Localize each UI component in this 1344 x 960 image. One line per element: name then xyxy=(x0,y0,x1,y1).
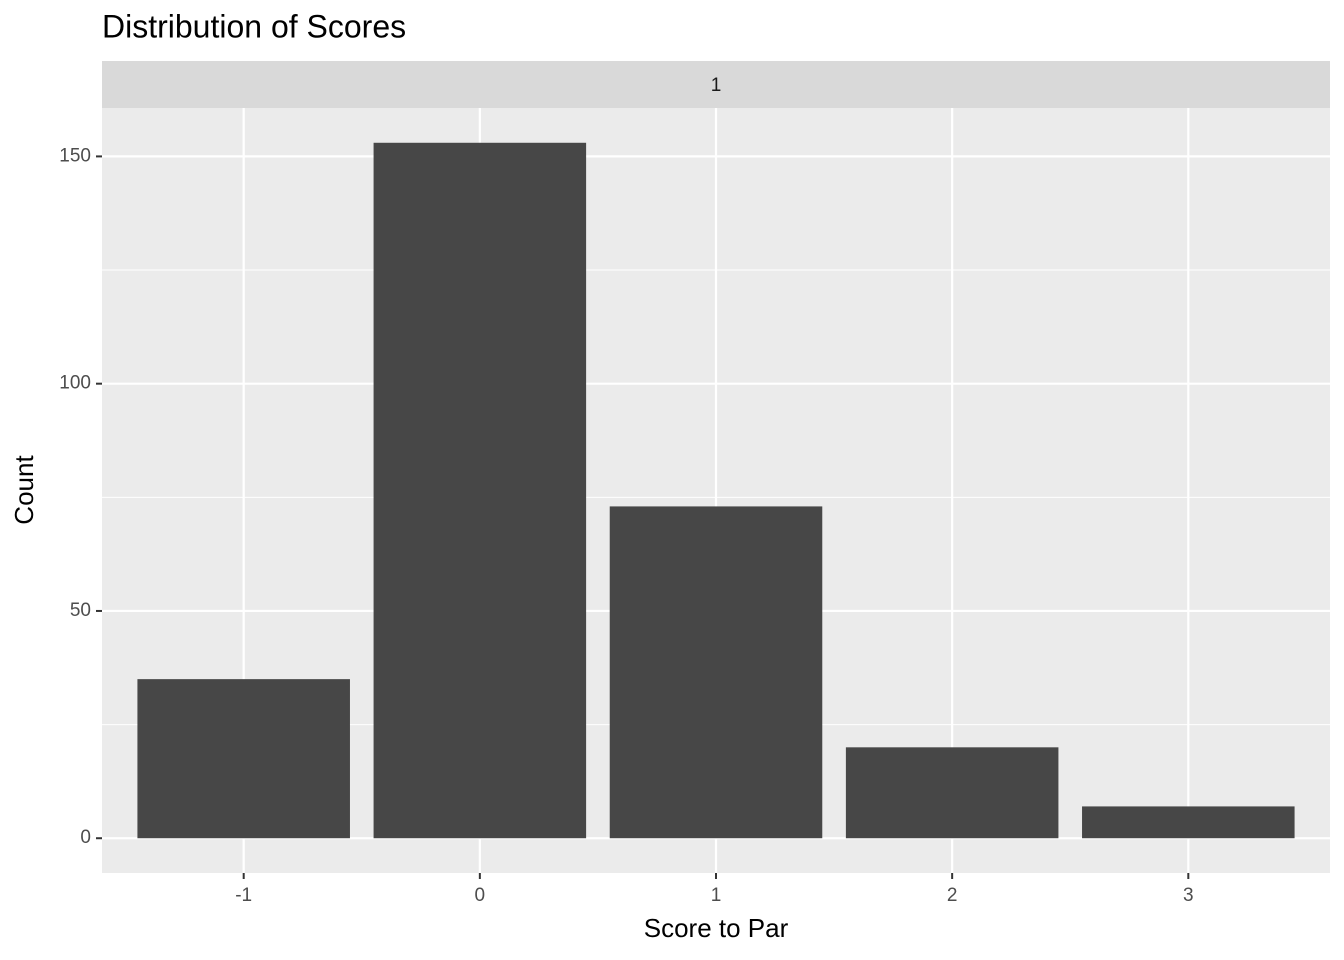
bar xyxy=(373,142,587,839)
x-tick-label: 3 xyxy=(1183,885,1194,906)
facet-strip xyxy=(102,61,1330,108)
facet-label: 1 xyxy=(711,75,722,96)
bar xyxy=(137,679,350,839)
bar xyxy=(1082,806,1295,839)
y-tick-label: 100 xyxy=(59,373,91,394)
y-tick-label: 0 xyxy=(80,827,91,848)
x-tick-label: -1 xyxy=(235,885,252,906)
y-tick-label: 50 xyxy=(70,600,91,621)
x-tick-label: 0 xyxy=(475,885,486,906)
chart-title: Distribution of Scores xyxy=(102,8,406,44)
y-axis-title: Count xyxy=(9,455,39,525)
y-tick-label: 150 xyxy=(59,145,91,166)
x-axis-title: Score to Par xyxy=(644,913,789,943)
bar xyxy=(609,506,823,839)
x-tick-label: 2 xyxy=(947,885,958,906)
x-tick-label: 1 xyxy=(711,885,722,906)
bar xyxy=(845,747,1059,839)
